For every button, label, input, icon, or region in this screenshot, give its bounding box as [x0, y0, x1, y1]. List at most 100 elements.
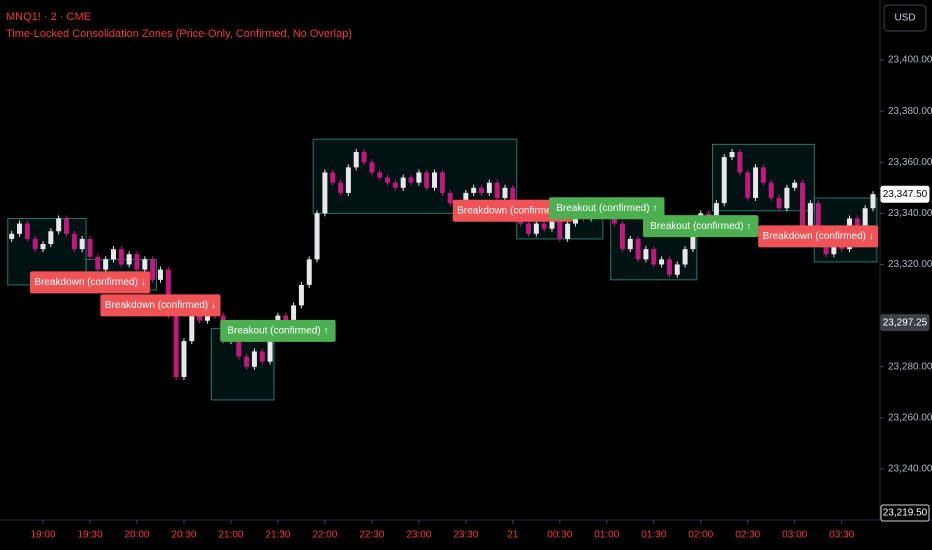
candle-body [345, 167, 351, 193]
candle-body [189, 310, 195, 342]
x-tick-label: 02:30 [735, 530, 760, 541]
signal-box [452, 199, 573, 222]
indicator-title: Time-Locked Consolidation Zones (Price-O… [6, 28, 352, 40]
x-tick-label: 00:30 [547, 530, 572, 541]
x-tick-label: 01:30 [641, 530, 666, 541]
candle-body [800, 182, 806, 234]
y-tick-label: 23,400.00 [888, 55, 932, 66]
candle-body [753, 167, 759, 199]
signal-text: Breakout (confirmed) ↑ [227, 326, 328, 337]
candle-body [48, 231, 54, 245]
y-tick-label: 23,360.00 [888, 157, 932, 168]
candle-body [79, 238, 85, 250]
candle-body [432, 172, 438, 188]
candle-body [659, 259, 665, 265]
candle-body [870, 194, 876, 209]
candle-body [392, 182, 398, 188]
candle-body [486, 182, 492, 193]
candle-body [87, 238, 93, 257]
signal-label: Breakout (confirmed) ↑ [549, 197, 665, 220]
x-tick-label: 23:30 [453, 530, 478, 541]
x-tick-label: 21:30 [265, 530, 290, 541]
candle-body [369, 162, 375, 173]
candle-body [525, 223, 531, 234]
x-tick-label: 20:30 [171, 530, 196, 541]
candle-body [408, 177, 414, 183]
candle-body [439, 172, 445, 193]
signal-label: Breakdown (confirmed) ↓ [758, 225, 879, 248]
x-tick-label: 22:00 [312, 530, 337, 541]
price-label: 23,347.50 [883, 189, 928, 200]
candle-body [737, 152, 743, 173]
x-tick-label: 03:00 [782, 530, 807, 541]
candle-body [322, 172, 328, 214]
candle-body [64, 218, 70, 234]
candle-body [635, 238, 641, 260]
candle-body [651, 249, 657, 265]
candle-body [95, 256, 101, 270]
candle-body [776, 198, 782, 209]
currency-button[interactable] [883, 4, 927, 32]
candle-body [298, 284, 304, 306]
x-tick-label: 01:00 [594, 530, 619, 541]
x-tick-label: 21 [507, 530, 519, 541]
signal-box [100, 294, 221, 317]
price-label-box [880, 185, 930, 203]
candle-body [126, 254, 132, 265]
y-tick-label: 23,380.00 [888, 106, 932, 117]
signal-label: Breakout (confirmed) ↑ [643, 215, 759, 238]
currency[interactable]: USD [894, 13, 915, 24]
x-tick-label: 02:00 [688, 530, 713, 541]
signal-label: Breakdown (confirmed) ↓ [452, 199, 573, 222]
candle-body [377, 172, 383, 178]
candle-body [424, 172, 430, 188]
signal-text: Breakout (confirmed) ↑ [556, 203, 657, 214]
candle-body [854, 218, 860, 229]
candle-body [267, 330, 273, 362]
candle-body [181, 341, 187, 377]
candle-body [494, 182, 500, 199]
candle-body [729, 152, 735, 158]
candle-body [502, 187, 508, 199]
candle-body [40, 244, 46, 250]
signal-box [643, 215, 759, 238]
candle-body [807, 203, 813, 234]
candle-body [815, 203, 821, 239]
candle-body [259, 351, 265, 362]
signal-label: Breakout (confirmed) ↑ [220, 319, 336, 342]
x-tick-label: 22:30 [359, 530, 384, 541]
signal-text: Breakdown (confirmed) ↓ [457, 205, 568, 216]
candle-body [150, 259, 156, 280]
x-tick-label: 20:00 [124, 530, 149, 541]
candle-body [666, 259, 672, 275]
x-tick-label: 21:00 [218, 530, 243, 541]
candle-body [784, 187, 790, 209]
x-tick-label: 19:30 [77, 530, 102, 541]
candle-body [244, 356, 250, 367]
candle-body [533, 223, 539, 234]
candle-body [549, 218, 555, 229]
signal-box [549, 197, 665, 220]
price-label: 23,219.50 [883, 508, 928, 519]
candle-body [314, 213, 320, 260]
signal-text: Breakdown (confirmed) ↓ [105, 300, 216, 311]
candle-body [471, 187, 477, 193]
candle-body [385, 177, 391, 183]
candle-body [56, 218, 62, 232]
y-tick-label: 23,240.00 [888, 464, 932, 475]
candle-body [643, 249, 649, 260]
candle-body [251, 351, 257, 367]
candle-body [353, 152, 359, 168]
candle-body [792, 182, 798, 188]
candle-body [768, 182, 774, 199]
candle-body [361, 152, 367, 163]
candle-body [760, 167, 766, 183]
x-tick-label: 19:00 [31, 530, 56, 541]
candle-body [721, 157, 727, 204]
candle-body [173, 315, 179, 377]
candle-body [627, 238, 633, 250]
candle-body [674, 264, 680, 275]
candle-body [447, 192, 453, 204]
